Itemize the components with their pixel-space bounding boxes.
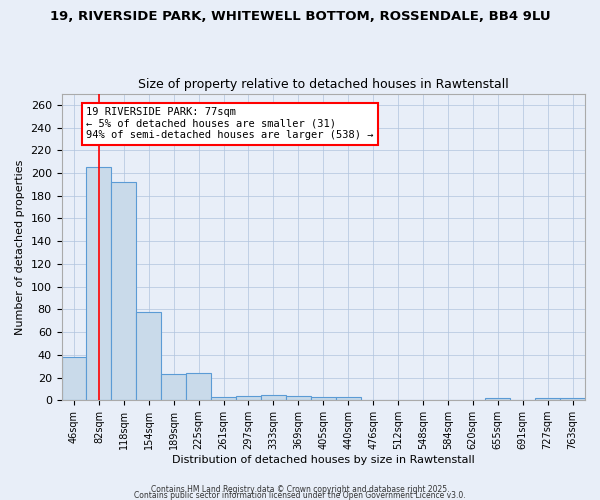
Text: Contains public sector information licensed under the Open Government Licence v3: Contains public sector information licen… <box>134 490 466 500</box>
Text: 19 RIVERSIDE PARK: 77sqm
← 5% of detached houses are smaller (31)
94% of semi-de: 19 RIVERSIDE PARK: 77sqm ← 5% of detache… <box>86 107 374 140</box>
Bar <box>62 357 86 400</box>
Bar <box>311 397 336 400</box>
Bar <box>560 398 585 400</box>
Text: Contains HM Land Registry data © Crown copyright and database right 2025.: Contains HM Land Registry data © Crown c… <box>151 484 449 494</box>
Bar <box>161 374 186 400</box>
Bar <box>236 396 261 400</box>
Bar <box>535 398 560 400</box>
Bar <box>485 398 510 400</box>
Bar <box>186 373 211 400</box>
Bar <box>336 397 361 400</box>
Bar <box>86 168 112 400</box>
Bar <box>136 312 161 400</box>
Bar <box>112 182 136 400</box>
Bar <box>286 396 311 400</box>
Y-axis label: Number of detached properties: Number of detached properties <box>15 159 25 334</box>
X-axis label: Distribution of detached houses by size in Rawtenstall: Distribution of detached houses by size … <box>172 455 475 465</box>
Title: Size of property relative to detached houses in Rawtenstall: Size of property relative to detached ho… <box>138 78 509 91</box>
Bar <box>211 397 236 400</box>
Text: 19, RIVERSIDE PARK, WHITEWELL BOTTOM, ROSSENDALE, BB4 9LU: 19, RIVERSIDE PARK, WHITEWELL BOTTOM, RO… <box>50 10 550 23</box>
Bar <box>261 394 286 400</box>
